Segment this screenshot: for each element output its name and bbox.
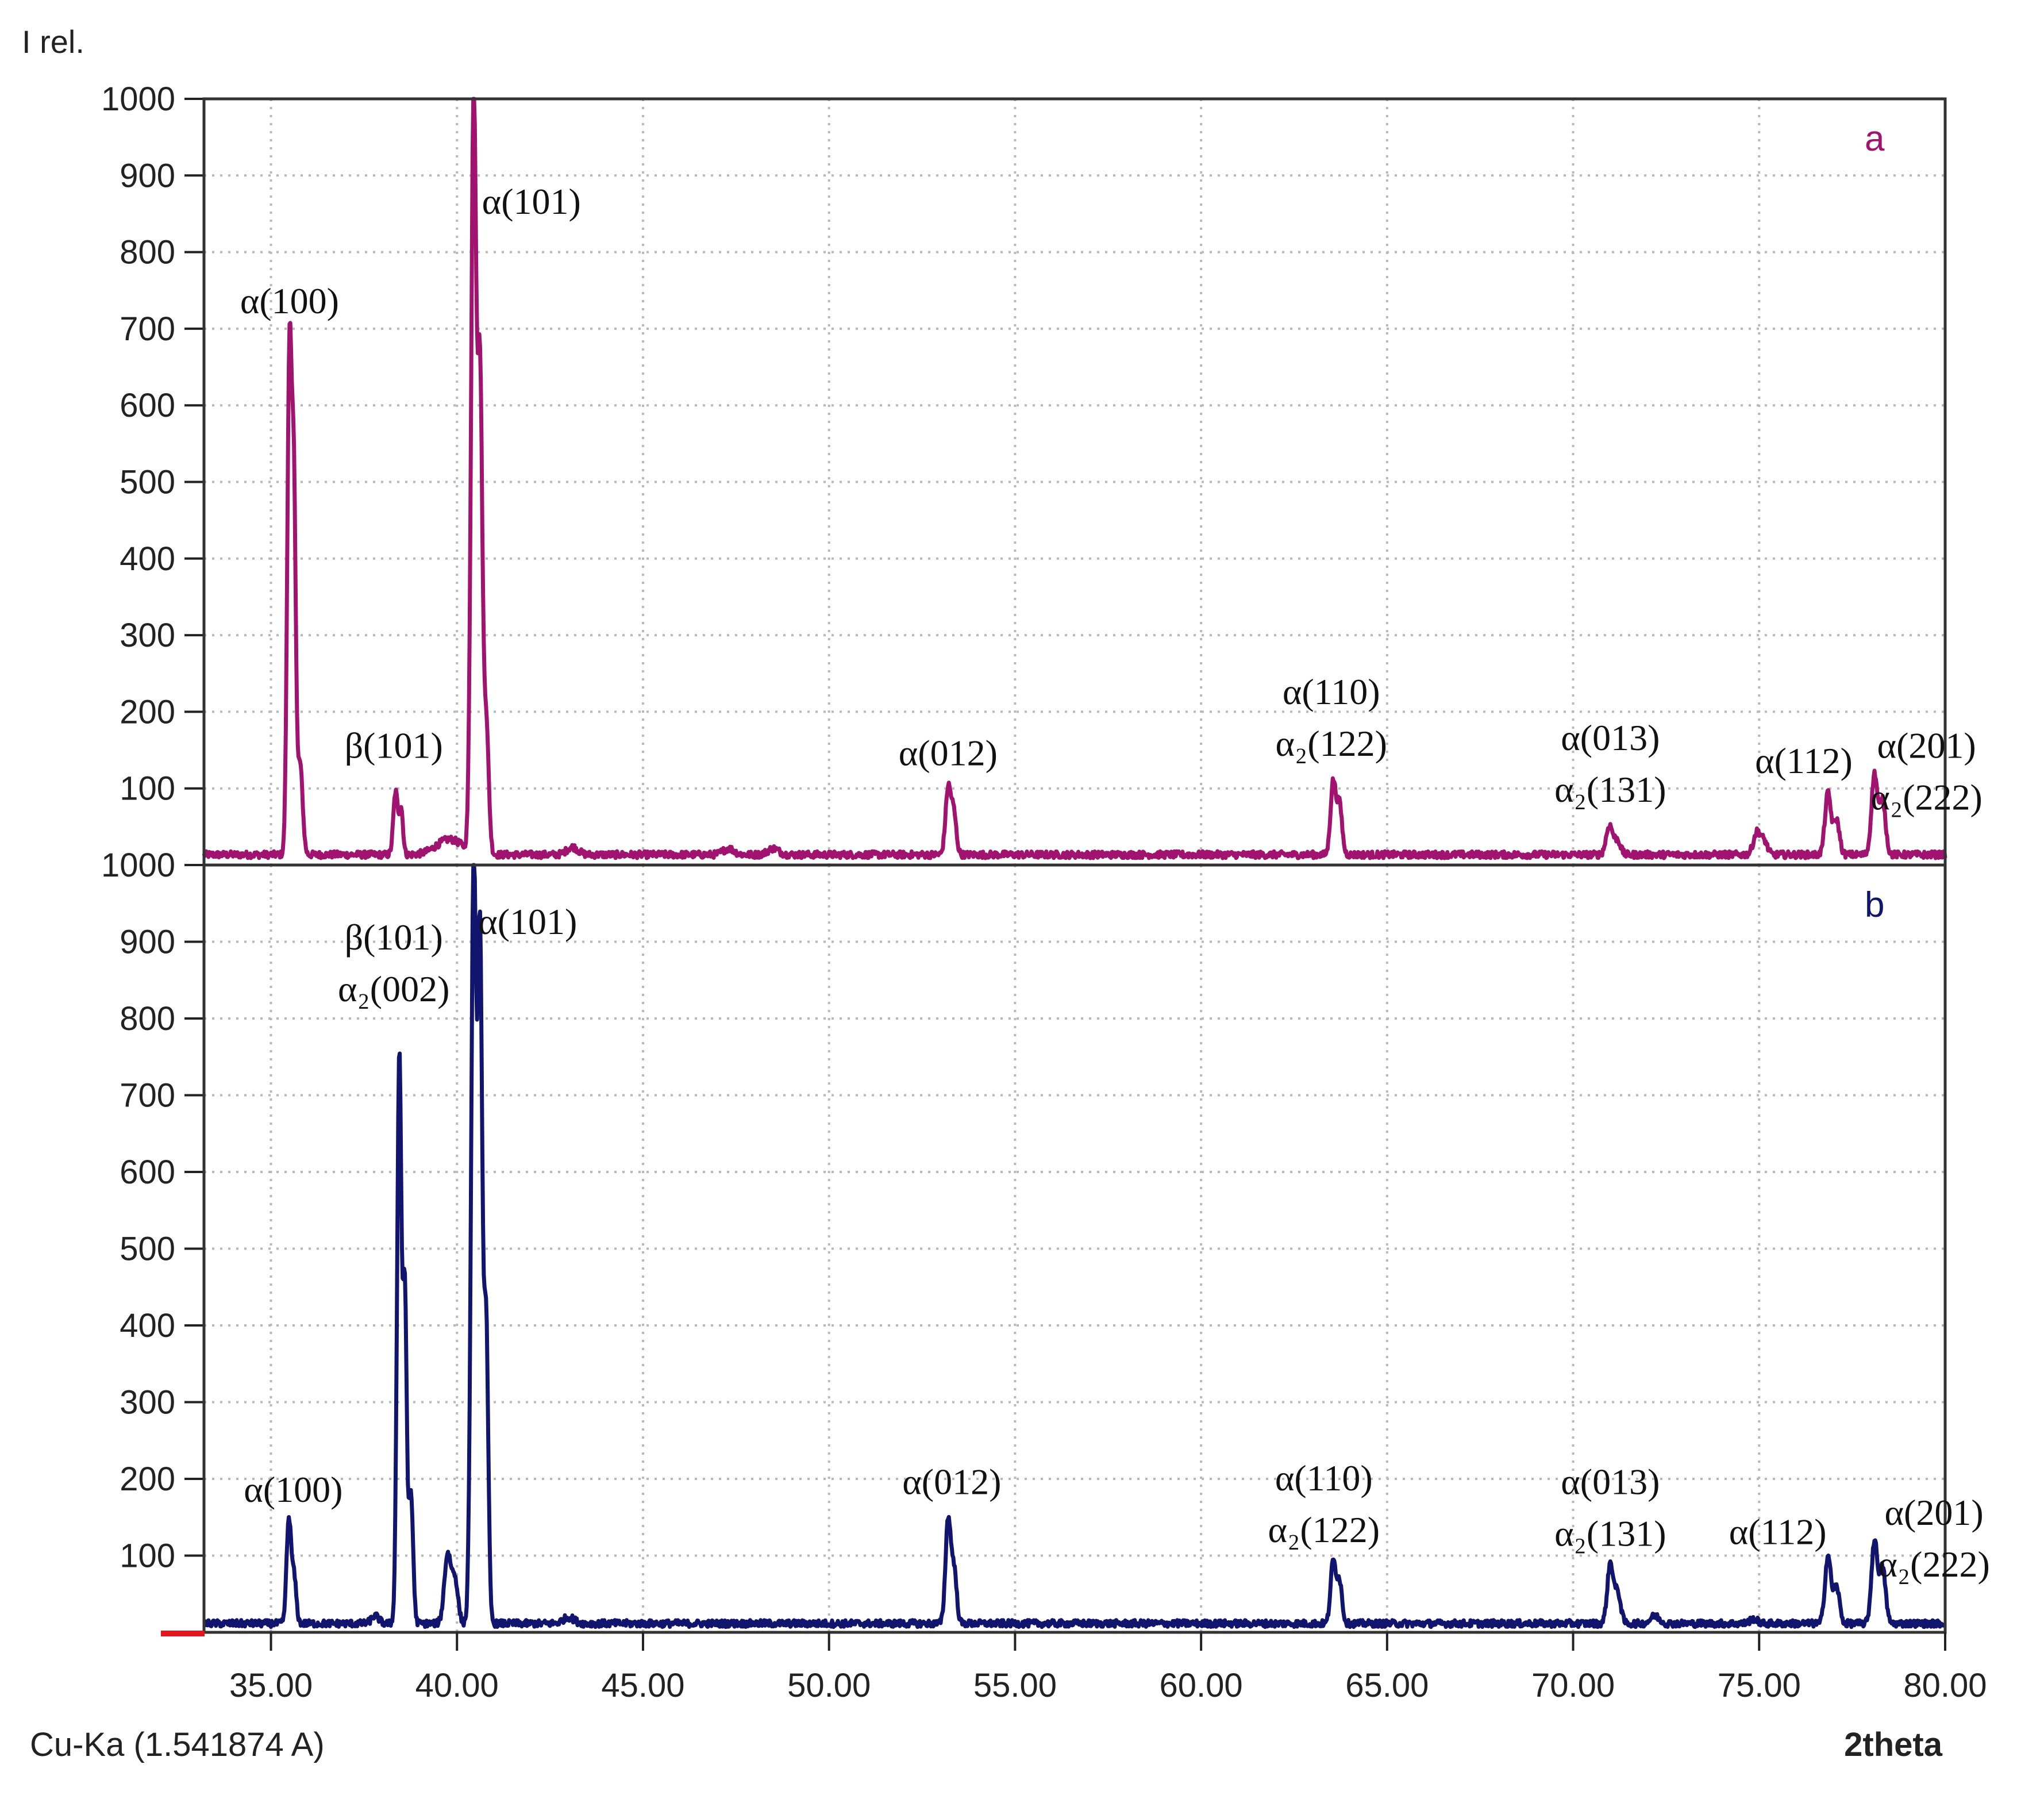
x-tick-label: 60.00	[1160, 1667, 1243, 1704]
x-tick-label: 55.00	[973, 1667, 1057, 1704]
peak-annotation: α(100)	[244, 1469, 342, 1510]
x-tick-label: 70.00	[1531, 1667, 1615, 1704]
y-tick-label: 900	[120, 924, 175, 961]
y-tick-label: 900	[120, 157, 175, 194]
y-tick-label: 800	[120, 1000, 175, 1037]
peak-annotation: α(013) α₂(131)	[1554, 1462, 1666, 1554]
y-tick-label: 700	[120, 1077, 175, 1114]
y-tick-label: 100	[120, 770, 175, 808]
x-tick-label: 80.00	[1903, 1667, 1987, 1704]
peak-annotation: β(101)	[345, 725, 443, 766]
x-axis: 35.00 40.00 45.00 50.00 55.00 60.00 65.00 70.00…	[229, 1632, 1987, 1704]
x-tick-label: 40.00	[415, 1667, 499, 1704]
x-tick-label: 45.00	[601, 1667, 684, 1704]
y-tick-label: 700	[120, 310, 175, 348]
y-tick-label: 1000	[101, 847, 175, 884]
panel-label: b	[1865, 885, 1884, 925]
panel-label: a	[1865, 119, 1885, 159]
x-tick-label: 50.00	[787, 1667, 871, 1704]
x-tick-label: 75.00	[1718, 1667, 1801, 1704]
spectrum-line-b	[202, 863, 1947, 1629]
peak-annotation: α(101)	[482, 181, 581, 222]
peak-annotation: α(012)	[902, 1462, 1001, 1502]
peak-annotation: α(201) α₂(222)	[1878, 1492, 1989, 1585]
y-tick-label: 100	[120, 1538, 175, 1575]
peak-annotation: α(012)	[899, 733, 998, 774]
y-tick-label: 300	[120, 617, 175, 654]
y-tick-label: 300	[120, 1384, 175, 1421]
peak-annotation: α(112)	[1755, 740, 1853, 781]
y-tick-label: 600	[120, 1154, 175, 1191]
y-tick-label: 1000	[101, 80, 175, 118]
spectrum-line-a	[202, 97, 1947, 860]
grid	[204, 98, 1946, 865]
peak-annotation: α(100)	[240, 280, 339, 321]
panel-b: 100 200 300 400 500 600 700 800 900 1000 b α(100) β(…	[101, 847, 1990, 1634]
y-tick-label: 500	[120, 1231, 175, 1268]
y-tick-label: 400	[120, 1307, 175, 1344]
peak-annotation: α(112)	[1729, 1511, 1827, 1552]
x-tick-label: 65.00	[1345, 1667, 1429, 1704]
x-axis-label: 2theta	[1844, 1726, 1943, 1763]
y-axis-label: I rel.	[22, 24, 84, 60]
y-tick-label: 600	[120, 387, 175, 424]
y-tick-label: 400	[120, 540, 175, 578]
peak-annotation: α(013) α₂(131)	[1554, 717, 1666, 810]
y-tick-label: 200	[120, 693, 175, 731]
y-tick-label: 200	[120, 1460, 175, 1498]
peak-annotation: β(101) α₂(002)	[338, 917, 449, 1009]
peak-annotation: α(101)	[478, 901, 577, 942]
peak-annotation: α(110) α₂(122)	[1275, 671, 1387, 764]
x-tick-label: 35.00	[229, 1667, 313, 1704]
y-tick-label: 800	[120, 234, 175, 271]
y-tick-label: 500	[120, 464, 175, 501]
zero-marker	[161, 1631, 205, 1636]
radiation-label: Cu-Ka (1.541874 A)	[30, 1726, 325, 1763]
peak-annotation: α(110) α₂(122)	[1268, 1458, 1380, 1550]
plot-frame	[202, 863, 1947, 1634]
peak-annotation: α(201) α₂(222)	[1870, 725, 1982, 817]
panel-a: 100 200 300 400 500 600 700 800 900 1000 a α(100) β(…	[101, 80, 1983, 867]
